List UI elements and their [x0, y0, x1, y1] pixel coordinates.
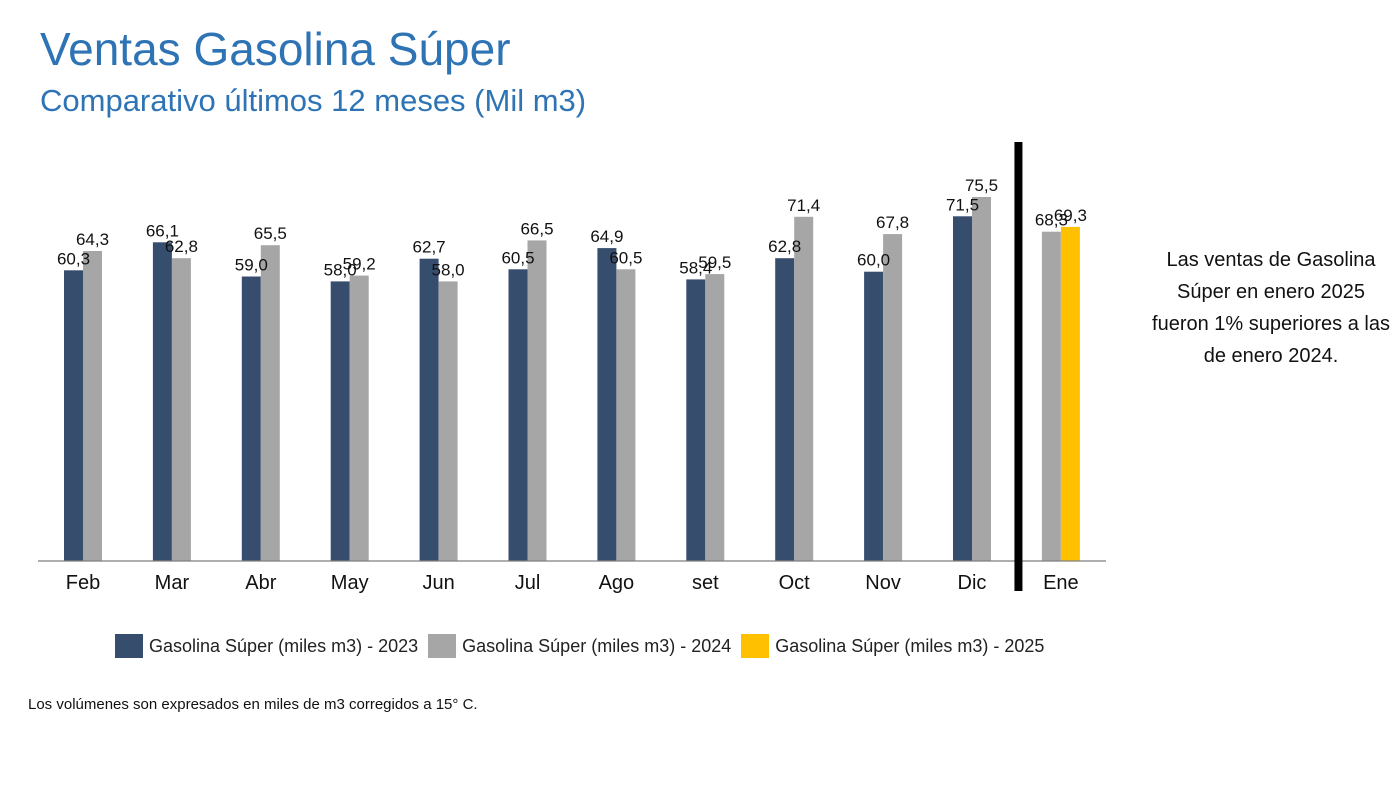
x-tick-label-abr: Abr	[245, 572, 276, 594]
bar-may-s0	[330, 281, 350, 561]
chart-x-tick-labels: Feb Mar Abr May Jun Jul Ago set Oct Nov Dic Ene	[66, 572, 1079, 594]
sales-comment: Las ventas de Gasolina Súper en enero 20…	[1152, 249, 1390, 367]
data-label-nov-s1: 67,8	[876, 213, 909, 232]
x-tick-label-nov: Nov	[865, 572, 901, 594]
legend-item-2024: Gasolina Súper (miles m3) - 2024	[428, 634, 731, 658]
data-label-dic-s1: 75,5	[965, 176, 998, 195]
chart-bars	[64, 197, 1080, 562]
chart-data-labels: 60,364,3 66,162,859,065,558,059,262,758,0…	[57, 176, 1087, 279]
data-label-ago-s1: 60,5	[609, 248, 642, 267]
bar-nov-s1	[883, 234, 903, 561]
x-tick-label-ene: Ene	[1043, 572, 1079, 594]
legend-swatch-2025	[741, 634, 770, 658]
bar-nov-s0	[864, 271, 884, 561]
data-label-abr-s1: 65,5	[254, 224, 287, 243]
bar-oct-s1	[794, 216, 814, 562]
bar-may-s1	[349, 275, 369, 561]
bar-feb-s0	[64, 270, 83, 561]
x-tick-label-dic: Dic	[958, 572, 987, 594]
bar-set-s1	[705, 274, 725, 561]
legend-label-2023: Gasolina Súper (miles m3) - 2023	[149, 635, 419, 656]
data-label-set-s0: 58,4	[679, 258, 712, 277]
bar-feb-s1	[83, 251, 102, 561]
bar-jun-s1	[438, 281, 458, 561]
x-tick-label-mar: Mar	[155, 572, 190, 594]
x-tick-label-jun: Jun	[422, 572, 454, 594]
bar-dic-s0	[953, 216, 972, 562]
bar-abr-s0	[241, 276, 261, 561]
x-tick-label-set: set	[692, 572, 719, 594]
bar-mar-s1	[171, 258, 191, 561]
bar-dic-s1	[972, 197, 991, 561]
x-tick-label-may: May	[331, 572, 369, 594]
bar-mar-s0	[152, 242, 172, 562]
bar-ago-s0	[597, 248, 617, 561]
data-label-mar-s1: 62,8	[165, 237, 198, 256]
data-label-feb-s1: 64,3	[76, 230, 109, 249]
data-label-jun-s0: 62,7	[413, 238, 446, 257]
data-label-ene-s2: 69,3	[1054, 206, 1087, 225]
bar-set-s0	[686, 279, 706, 561]
bar-oct-s0	[775, 258, 795, 561]
x-tick-label-feb: Feb	[66, 572, 100, 594]
x-tick-label-ago: Ago	[599, 572, 635, 594]
legend-item-2025: Gasolina Súper (miles m3) - 2025	[741, 634, 1044, 658]
data-label-jul-s0: 60,5	[501, 248, 534, 267]
data-label-may-s1: 59,2	[343, 255, 376, 274]
footnote: Los volúmenes son expresados en miles de…	[28, 696, 478, 713]
bar-abr-s1	[260, 245, 280, 561]
legend-label-2024: Gasolina Súper (miles m3) - 2024	[462, 635, 732, 656]
legend-item-2023: Gasolina Súper (miles m3) - 2023	[115, 634, 418, 658]
bar-ago-s1	[616, 269, 636, 561]
bar-ene-s2	[1060, 226, 1080, 561]
legend-label-2025: Gasolina Súper (miles m3) - 2025	[775, 635, 1045, 656]
bar-jul-s0	[508, 269, 528, 561]
data-label-ago-s0: 64,9	[590, 227, 623, 246]
data-label-ene-s1: 68,3	[1035, 211, 1068, 230]
data-label-oct-s0: 62,8	[768, 237, 801, 256]
data-label-abr-s0: 59,0	[235, 256, 268, 275]
bar-ene-s1	[1041, 231, 1061, 561]
data-label-mar-s0: 66,1	[146, 221, 179, 240]
bar-jul-s1	[527, 240, 547, 561]
legend-swatch-2023	[115, 634, 143, 658]
data-label-nov-s0: 60,0	[857, 251, 890, 270]
data-label-dic-s0: 71,5	[946, 195, 979, 214]
data-label-feb-s0: 60,3	[57, 249, 90, 268]
data-label-set-s1: 59,5	[698, 253, 731, 272]
chart-legend: Gasolina Súper (miles m3) - 2023 Gasolin…	[115, 634, 1054, 658]
data-label-oct-s1: 71,4	[787, 196, 820, 215]
data-label-jun-s1: 58,0	[432, 260, 465, 279]
data-label-may-s0: 58,0	[324, 260, 357, 279]
legend-swatch-2024	[428, 634, 457, 658]
page-subtitle: Comparativo últimos 12 meses (Mil m3)	[40, 83, 587, 118]
x-tick-label-jul: Jul	[515, 572, 541, 594]
bar-jun-s0	[419, 258, 439, 561]
page-title: Ventas Gasolina Súper	[40, 23, 511, 75]
data-label-jul-s1: 66,5	[520, 219, 553, 238]
x-tick-label-oct: Oct	[779, 572, 811, 594]
